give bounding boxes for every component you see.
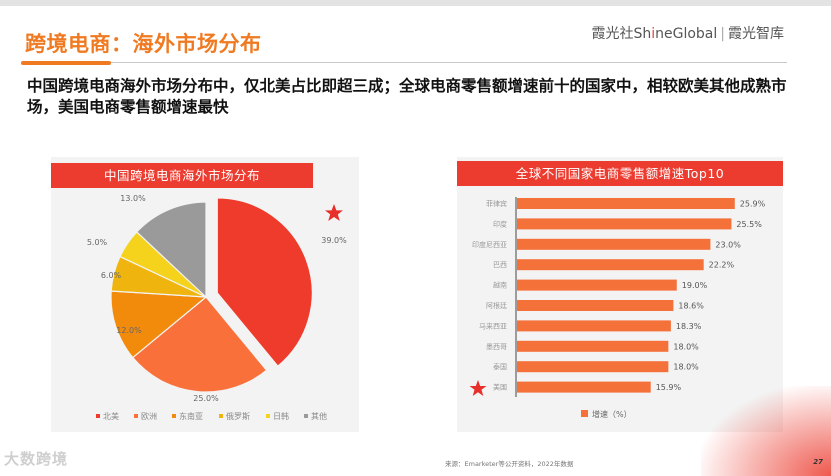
legend-label: 东南亚	[179, 411, 203, 421]
bar-category-label: 马来西亚	[479, 322, 507, 330]
bar-chart-title: 全球不同国家电商零售额增速Top10	[457, 161, 783, 186]
legend-swatch	[172, 414, 176, 418]
legend-swatch	[304, 414, 308, 418]
star-icon	[469, 380, 487, 396]
bar-category-label: 美国	[493, 383, 507, 392]
legend-label: 其他	[311, 411, 327, 421]
legend-label: 欧洲	[141, 411, 157, 421]
pie-chart-panel: 中国跨境电商海外市场分布 39.0% 25.0% 12.0% 6.0% 5.0% 13.0…	[51, 157, 359, 432]
bar-category-label: 越南	[493, 281, 507, 290]
brand-logo: 霞光社ShineGlobal | 霞光智库	[591, 23, 784, 43]
legend-label: 日韩	[273, 411, 289, 421]
page-subtitle: 中国跨境电商海外市场分布中，仅北美占比即超三成；全球电商零售额增速前十的国家中，…	[27, 77, 787, 116]
bar-category-label: 墨西哥	[486, 343, 507, 351]
page-title: 跨境电商：海外市场分布	[25, 32, 262, 56]
top-bar	[0, 0, 831, 6]
bar-data-label: 23.0%	[715, 240, 741, 249]
bar-data-label: 22.2%	[709, 261, 735, 270]
pie-data-label: 5.0%	[87, 238, 108, 247]
bar[interactable]	[517, 218, 732, 230]
title-accent-underline	[21, 61, 111, 65]
bar-data-label: 18.6%	[678, 302, 704, 311]
title-divider	[21, 62, 787, 63]
bar-data-label: 18.0%	[673, 342, 699, 351]
pie-chart: 39.0% 25.0% 12.0% 6.0% 5.0% 13.0% 北美 欧洲 东南亚 俄罗斯 日…	[87, 194, 347, 421]
bar-data-label: 15.9%	[656, 383, 682, 392]
bar[interactable]	[517, 238, 711, 250]
brand-prefix: 霞光社	[591, 26, 634, 42]
bar-chart: 菲律宾 25.9% 印度 25.5% 印度尼西亚 23.0% 巴西 22.2% 越南 19.0% 阿…	[469, 197, 766, 419]
pie-slice-2[interactable]	[110, 290, 208, 359]
legend-label: 北美	[103, 411, 119, 421]
legend-label: 俄罗斯	[226, 411, 250, 421]
pie-slice-0[interactable]	[216, 197, 313, 367]
brand-en: ShineGlobal	[633, 26, 718, 42]
star-icon	[325, 204, 343, 221]
corner-decoration	[701, 386, 831, 476]
legend-swatch	[96, 414, 100, 418]
source-note: 来源：Emarketer等公开资料，2022年数据	[445, 460, 574, 468]
bar[interactable]	[517, 340, 669, 352]
bar-category-label: 印度尼西亚	[472, 240, 507, 249]
legend-swatch	[266, 414, 270, 418]
bar-category-label: 泰国	[493, 362, 507, 371]
pie-data-label: 13.0%	[120, 194, 146, 203]
bar-chart-panel: 全球不同国家电商零售额增速Top10 菲律宾 25.9% 印度 25.5% 印度尼西亚 2…	[457, 157, 783, 432]
bar[interactable]	[517, 198, 735, 209]
bar[interactable]	[517, 279, 677, 291]
bar[interactable]	[517, 300, 674, 311]
pie-slice-1[interactable]	[131, 296, 268, 393]
pie-chart-title: 中国跨境电商海外市场分布	[51, 163, 313, 188]
page-number: 27	[813, 458, 823, 466]
legend-swatch	[219, 414, 223, 418]
bar[interactable]	[517, 381, 651, 393]
bar-category-label: 巴西	[493, 261, 507, 269]
legend-swatch	[581, 410, 588, 417]
brand-separator: |	[720, 26, 725, 42]
pie-data-label: 12.0%	[116, 326, 142, 335]
bar-category-label: 阿根廷	[486, 301, 507, 310]
brand-suffix: 霞光智库	[728, 26, 784, 42]
bar-data-label: 18.0%	[673, 363, 699, 372]
bar-legend-label: 增速（%）	[592, 409, 632, 419]
legend-swatch	[134, 414, 138, 418]
bar-data-label: 25.9%	[740, 200, 766, 209]
bar-category-label: 印度	[493, 219, 507, 228]
pie-slice-5[interactable]	[135, 201, 207, 299]
bar-data-label: 18.3%	[676, 322, 702, 331]
bar-category-label: 菲律宾	[486, 199, 507, 208]
bar-data-label: 19.0%	[682, 281, 708, 290]
bar[interactable]	[517, 320, 671, 332]
bar[interactable]	[517, 259, 704, 271]
pie-data-label: 25.0%	[193, 394, 219, 403]
pie-data-label: 6.0%	[101, 271, 122, 280]
watermark: 大数跨境	[4, 450, 69, 468]
bar-data-label: 25.5%	[736, 220, 762, 229]
bar[interactable]	[517, 361, 669, 373]
pie-data-label: 39.0%	[321, 236, 347, 245]
